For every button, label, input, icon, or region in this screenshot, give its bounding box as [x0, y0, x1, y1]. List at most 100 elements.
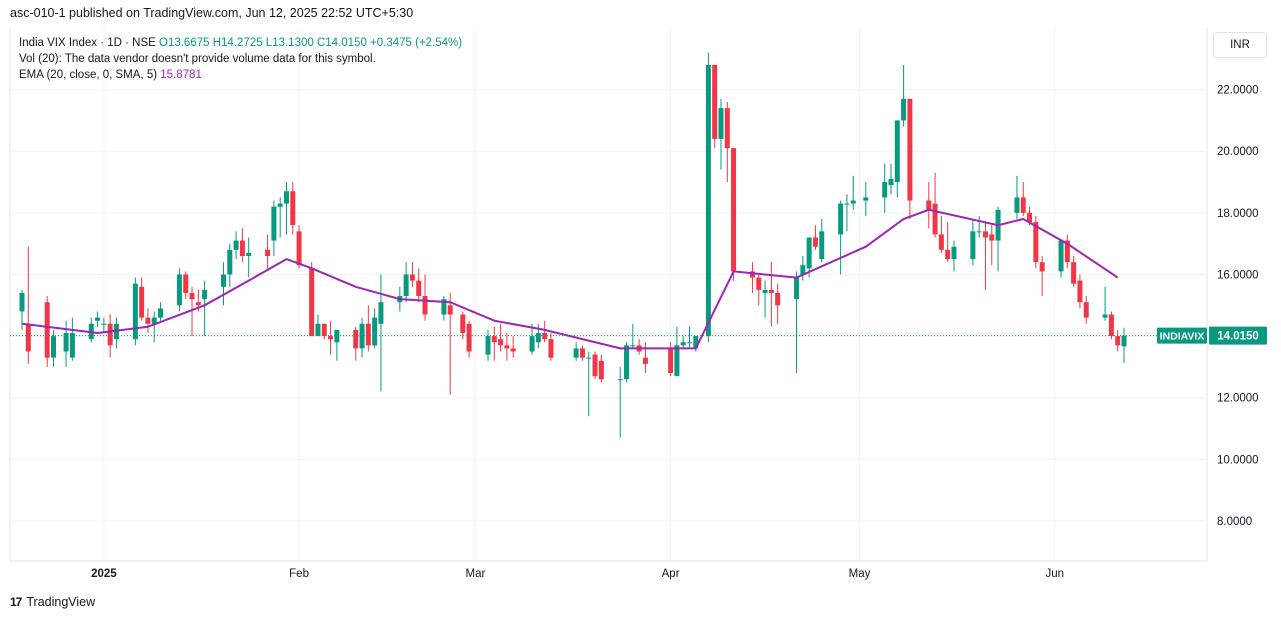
candle-body: [749, 271, 755, 278]
candle: [579, 345, 585, 361]
candle: [189, 286, 195, 337]
candle: [359, 317, 365, 358]
legend-open: O13.6675: [159, 37, 210, 49]
candle: [630, 323, 636, 349]
y-tick-label: 8.0000: [1217, 516, 1252, 528]
candle: [718, 98, 724, 170]
candle: [409, 262, 415, 287]
candle-body: [762, 289, 768, 293]
axes: 8.000010.000012.000014.000016.000018.000…: [10, 85, 1267, 580]
y-tick-label: 12.0000: [1217, 393, 1259, 405]
legend-low: L13.1300: [265, 37, 314, 49]
candle: [95, 311, 101, 327]
candle-body: [812, 237, 818, 247]
candle-body: [1108, 314, 1114, 337]
candle: [145, 308, 151, 334]
tradingview-logo-icon: 17: [10, 595, 22, 609]
candle-body: [794, 277, 800, 300]
candle-body: [145, 317, 151, 324]
candle-body: [69, 333, 75, 358]
candle: [1058, 240, 1064, 278]
candle-body: [724, 108, 730, 149]
x-tick-label: 2025: [91, 568, 117, 580]
candle: [365, 305, 371, 352]
candle-body: [151, 317, 157, 324]
candle-body: [806, 237, 812, 269]
candle: [756, 274, 762, 306]
currency-button[interactable]: INR: [1213, 32, 1267, 58]
candle: [296, 225, 302, 269]
candle: [246, 237, 252, 278]
y-tick-label: 22.0000: [1217, 85, 1259, 97]
candle-body: [504, 345, 510, 349]
candle: [227, 243, 233, 287]
candle-body: [1014, 197, 1020, 213]
x-tick-label: Jun: [1045, 568, 1064, 580]
candle-body: [246, 252, 252, 256]
candle-body: [283, 191, 289, 204]
candle-body: [221, 274, 227, 287]
candle: [290, 182, 296, 235]
candle-body: [107, 323, 113, 346]
candle-body: [195, 302, 201, 306]
candle: [548, 333, 554, 361]
candle-body: [705, 64, 711, 337]
candle-body: [95, 317, 101, 321]
price-tag-label: 14.0150: [1217, 331, 1259, 343]
candle-body: [680, 342, 686, 346]
candle-body: [189, 292, 195, 300]
candle-body: [951, 246, 957, 260]
candle-body: [718, 108, 724, 139]
candle: [101, 317, 107, 334]
x-tick-label: May: [849, 568, 871, 580]
candle: [731, 148, 737, 281]
candle-body: [800, 265, 806, 275]
candle-body: [1039, 262, 1045, 272]
candle: [838, 200, 844, 275]
candle-body: [466, 323, 472, 352]
candle: [491, 326, 497, 361]
candle-body: [409, 274, 415, 281]
candle: [762, 280, 768, 318]
tradingview-watermark[interactable]: 17 TradingView: [10, 595, 95, 609]
grid: [9, 28, 1208, 562]
candle-body: [888, 178, 894, 186]
candle: [976, 215, 982, 238]
legend-ema-label: EMA (20, close, 0, SMA, 5): [19, 69, 158, 81]
candles: [19, 52, 1127, 438]
candle: [794, 271, 800, 374]
legend-change: +0.3475 (+2.54%): [370, 37, 463, 49]
candle-body: [844, 203, 850, 205]
candle-body: [882, 182, 888, 198]
candle-body: [863, 197, 869, 201]
candle: [951, 240, 957, 272]
candle-body: [296, 231, 302, 266]
candle: [447, 292, 453, 395]
candle-body: [768, 289, 774, 293]
candle-body: [365, 323, 371, 346]
candle: [1102, 286, 1108, 321]
candle: [705, 52, 711, 343]
legend-ema-value: 15.8781: [160, 69, 202, 81]
candle: [271, 200, 277, 256]
candle: [680, 336, 686, 349]
y-tick-label: 20.0000: [1217, 146, 1259, 158]
chart-legend: India VIX Index · 1D · NSE O13.6675 H14.…: [19, 35, 462, 83]
candle: [183, 271, 189, 300]
candle: [44, 296, 50, 367]
candle-body: [498, 339, 504, 346]
candle: [768, 262, 774, 327]
candle-body: [202, 289, 208, 300]
candle-body: [227, 249, 233, 275]
candle: [592, 351, 598, 380]
candle: [221, 262, 227, 306]
candle: [466, 320, 472, 358]
candle-body: [686, 342, 692, 344]
candle: [819, 219, 825, 263]
candle: [441, 296, 447, 321]
candle: [63, 320, 69, 367]
candle: [926, 182, 932, 229]
candle: [403, 262, 409, 303]
candle: [378, 274, 384, 392]
